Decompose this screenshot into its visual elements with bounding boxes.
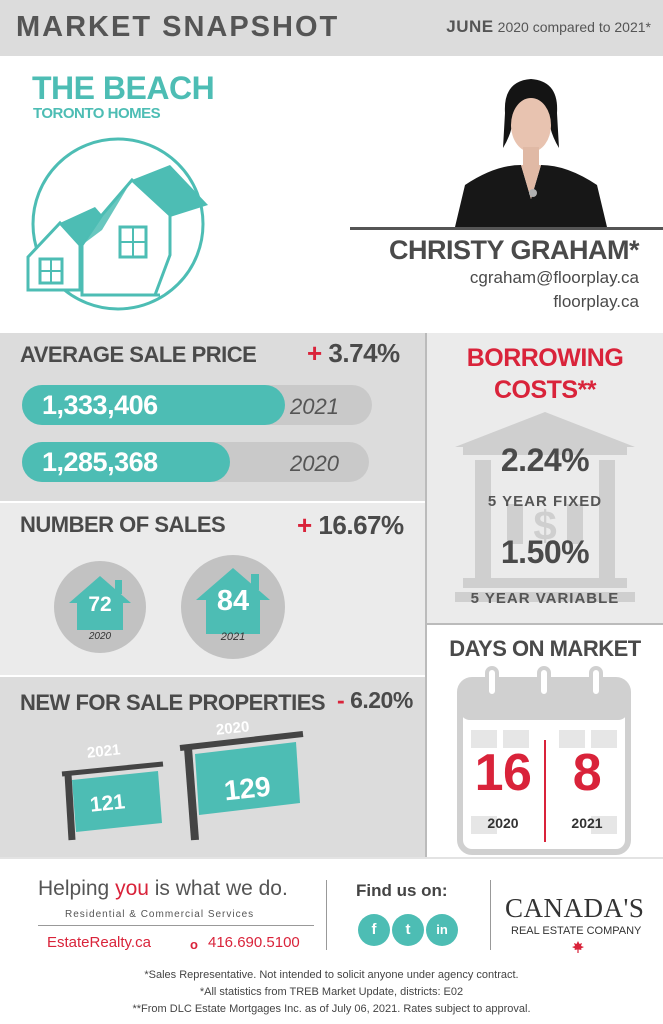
bank-icon: $ bbox=[455, 412, 635, 602]
sales-2021-year: 2021 bbox=[220, 631, 246, 643]
phone-icon: o bbox=[190, 937, 198, 952]
borrowing-title: BORROWING COSTS** bbox=[427, 342, 663, 406]
price-2020-year: 2020 bbox=[290, 451, 339, 476]
average-price-sign: + bbox=[307, 338, 322, 368]
sales-percent: 16.67% bbox=[318, 510, 404, 540]
days-2021-year: 2021 bbox=[571, 815, 603, 831]
sign-2020-year: 2020 bbox=[215, 718, 251, 739]
sign-2020-value: 129 bbox=[222, 770, 273, 807]
price-2020-value: 1,285,368 bbox=[42, 447, 158, 477]
site-link[interactable]: EstateRealty.ca bbox=[47, 934, 151, 951]
fixed-label: 5 YEAR FIXED bbox=[487, 493, 603, 510]
area-name: THE BEACH bbox=[32, 70, 215, 106]
tagline: Helping you is what we do. bbox=[38, 877, 288, 901]
new-listings-percent: 6.20% bbox=[350, 687, 413, 713]
new-listings-label: NEW FOR SALE PROPERTIES bbox=[20, 690, 326, 715]
tagline-post: is what we do. bbox=[148, 877, 288, 900]
new-listings-sign: - bbox=[337, 687, 345, 713]
borrowing-title-line1: BORROWING bbox=[466, 344, 624, 372]
average-price-percent: 3.74% bbox=[328, 338, 400, 368]
price-bar-2020 bbox=[22, 442, 230, 482]
tagline-pre: Helping bbox=[38, 877, 116, 900]
new-listings-change: - 6.20% bbox=[337, 687, 413, 714]
maple-leaf-icon bbox=[572, 941, 584, 953]
borrowing-panel bbox=[427, 333, 663, 623]
sales-2021-value: 84 bbox=[216, 585, 250, 617]
services-line: Residential & Commercial Services bbox=[65, 909, 255, 920]
days-on-market-label: DAYS ON MARKET bbox=[449, 636, 641, 661]
report-period: JUNE 2020 compared to 2021* bbox=[446, 17, 651, 37]
footnote-1: *Sales Representative. Not intended to s… bbox=[144, 969, 519, 981]
brand-tagline: REAL ESTATE COMPANY bbox=[511, 925, 642, 937]
agent-divider bbox=[350, 227, 663, 230]
footer-divider bbox=[0, 857, 663, 859]
footer-sep-2 bbox=[490, 880, 491, 950]
linkedin-icon[interactable]: in bbox=[426, 914, 458, 946]
svg-text:$: $ bbox=[533, 502, 556, 549]
days-2021-value: 8 bbox=[572, 744, 602, 802]
sales-label: NUMBER OF SALES bbox=[20, 512, 226, 537]
price-bar-2021 bbox=[22, 385, 285, 425]
find-us-label: Find us on: bbox=[356, 881, 448, 900]
price-2021-year: 2021 bbox=[290, 394, 339, 419]
phone-link[interactable]: 416.690.5100 bbox=[208, 934, 300, 951]
average-price-label: AVERAGE SALE PRICE bbox=[20, 342, 257, 367]
days-2020-value: 16 bbox=[474, 744, 532, 802]
sign-2021-year: 2021 bbox=[86, 741, 122, 762]
brand-name: CANADA'S bbox=[505, 893, 645, 923]
calendar-icon bbox=[457, 666, 631, 855]
sales-2020-year: 2020 bbox=[88, 631, 112, 642]
average-price-change: + 3.74% bbox=[307, 338, 400, 369]
for-sale-signs-icon bbox=[61, 731, 304, 841]
page-title: MARKET SNAPSHOT bbox=[16, 11, 340, 43]
agent-email[interactable]: cgraham@floorplay.ca bbox=[469, 268, 639, 287]
footnote-2: *All statistics from TREB Market Update,… bbox=[199, 986, 464, 998]
agent-name: CHRISTY GRAHAM* bbox=[388, 235, 640, 265]
price-2021-value: 1,333,406 bbox=[42, 390, 158, 420]
column-divider bbox=[425, 333, 427, 857]
house-illustration bbox=[26, 137, 208, 311]
sales-2020-house-icon bbox=[54, 561, 146, 653]
sales-2021-house-icon bbox=[181, 555, 285, 659]
header-bar bbox=[0, 0, 663, 56]
borrowing-title-line2: COSTS** bbox=[493, 376, 597, 404]
variable-label: 5 YEAR VARIABLE bbox=[470, 590, 620, 607]
days-2020-year: 2020 bbox=[487, 815, 519, 831]
sales-change: + 16.67% bbox=[297, 510, 404, 541]
agent-photo bbox=[455, 73, 607, 227]
borrowing-divider bbox=[427, 623, 663, 625]
facebook-icon[interactable]: f bbox=[358, 914, 390, 946]
sales-2020-value: 72 bbox=[88, 593, 112, 616]
report-comparison: 2020 compared to 2021* bbox=[497, 19, 651, 35]
fixed-rate: 2.24% bbox=[500, 442, 590, 478]
footnote-3: **From DLC Estate Mortgages Inc. as of J… bbox=[132, 1003, 531, 1015]
tagline-you: you bbox=[115, 877, 149, 900]
sales-sign: + bbox=[297, 510, 312, 540]
footer-sep-1 bbox=[326, 880, 327, 950]
tagline-rule bbox=[38, 925, 314, 926]
report-month: JUNE bbox=[446, 17, 494, 36]
footnotes: *Sales Representative. Not intended to s… bbox=[0, 967, 663, 1018]
agent-website[interactable]: floorplay.ca bbox=[553, 292, 639, 311]
twitter-icon[interactable]: t bbox=[392, 914, 424, 946]
sign-2021-value: 121 bbox=[88, 790, 127, 817]
variable-rate: 1.50% bbox=[500, 534, 590, 570]
area-subtitle: TORONTO HOMES bbox=[33, 105, 161, 122]
